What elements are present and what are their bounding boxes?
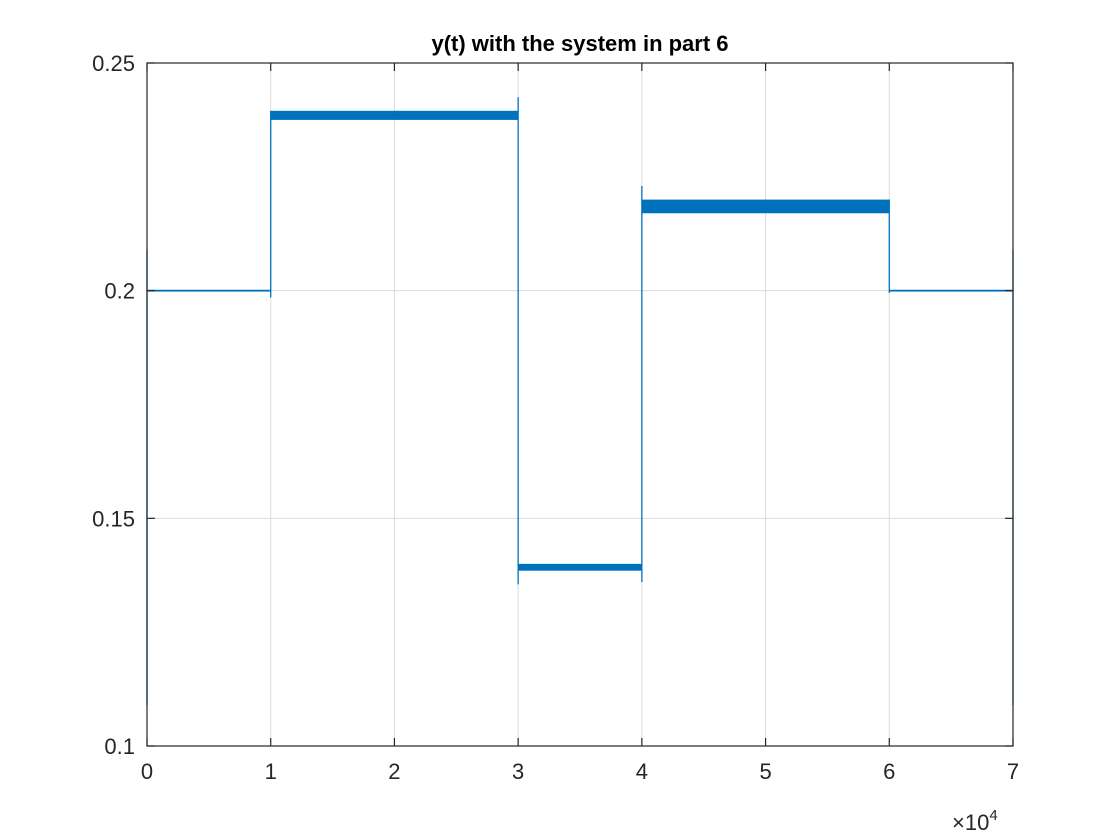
x-tick-label: 3 xyxy=(512,759,524,784)
x-tick-label: 2 xyxy=(388,759,400,784)
x-tick-label: 4 xyxy=(636,759,648,784)
x-tick-label: 6 xyxy=(883,759,895,784)
x-exponent-power: 4 xyxy=(989,807,997,824)
signal-segment xyxy=(889,289,1013,292)
y-tick-label: 0.1 xyxy=(104,734,135,759)
chart-title: y(t) with the system in part 6 xyxy=(431,31,728,56)
signal-segment xyxy=(518,563,642,571)
x-axis-exponent: ×104 xyxy=(952,807,998,835)
signal-segment xyxy=(270,110,519,120)
signal-segment xyxy=(147,289,271,292)
y-tick-label: 0.2 xyxy=(104,279,135,304)
x-tick-label: 1 xyxy=(265,759,277,784)
x-tick-label: 7 xyxy=(1007,759,1019,784)
axes-box xyxy=(146,62,1014,747)
y-tick-label: 0.25 xyxy=(92,51,135,76)
x-exponent-base: ×10 xyxy=(952,810,989,835)
y-tick-label: 0.15 xyxy=(92,506,135,531)
data-series xyxy=(146,97,1014,706)
x-tick-label: 0 xyxy=(141,759,153,784)
grid xyxy=(146,62,1014,747)
ticks: 0 1 2 3 4 5 6 7 0.1 0.15 0.2 0.25 xyxy=(92,51,1019,784)
signal-segment xyxy=(641,199,890,214)
x-tick-label: 5 xyxy=(759,759,771,784)
